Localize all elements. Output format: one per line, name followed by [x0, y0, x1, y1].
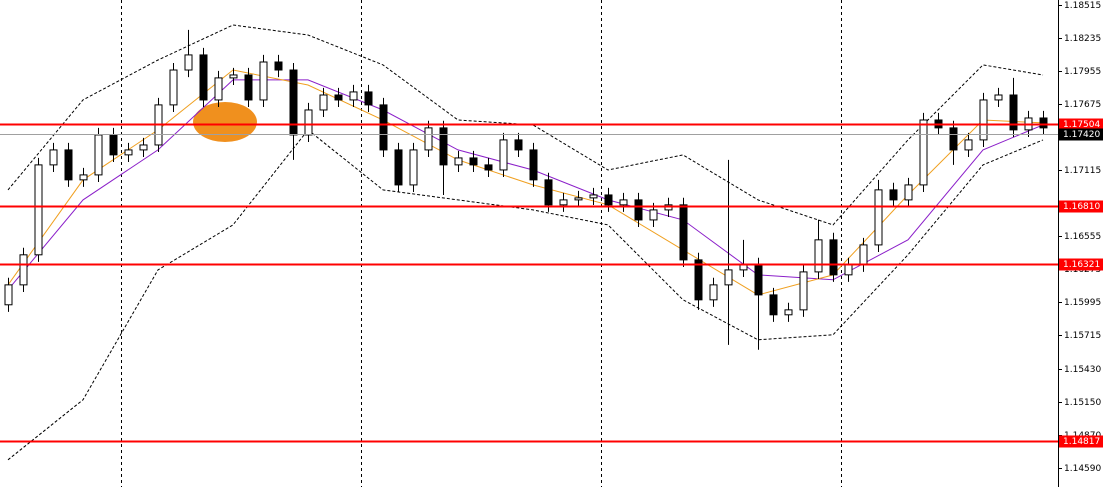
candle-body [19, 254, 28, 286]
indicator-line [7, 129, 1044, 461]
y-tick-label: 1.15995 [1064, 298, 1101, 308]
candle-body [424, 127, 433, 151]
candle-body [529, 149, 538, 181]
candle-body [349, 91, 358, 101]
candle-body [184, 54, 193, 71]
candle-body [769, 294, 778, 316]
candle-body [259, 61, 268, 101]
candle-body [994, 94, 1003, 101]
y-tick-label: 1.16555 [1064, 232, 1101, 242]
candle-body [949, 127, 958, 151]
candle-body [649, 209, 658, 221]
candle-body [4, 284, 13, 306]
candle-body [619, 199, 628, 206]
level-label: 1.17504 [1063, 120, 1100, 130]
candle-body [169, 69, 178, 106]
candle-body [469, 157, 478, 166]
candle-body [874, 189, 883, 246]
candle-body [1039, 117, 1048, 129]
candle-body [94, 134, 103, 176]
candle-body [979, 99, 988, 141]
candle-body [454, 157, 463, 166]
candle-body [109, 134, 118, 156]
candle-body [214, 77, 223, 101]
candle-body [754, 264, 763, 296]
candle-body [724, 269, 733, 286]
current-price-label: 1.17420 [1063, 130, 1100, 140]
candle-body [829, 239, 838, 276]
candle-body [589, 194, 598, 199]
y-tick-label: 1.17955 [1064, 67, 1101, 77]
level-label-box [1059, 258, 1103, 271]
candle-body [1009, 94, 1018, 131]
candle-body [799, 271, 808, 311]
level-label-box [1059, 435, 1103, 448]
candle-body [694, 259, 703, 301]
candle-body [514, 139, 523, 151]
candle-body [784, 309, 793, 316]
candle-body [229, 74, 238, 79]
candle-body [964, 139, 973, 151]
y-tick-label: 1.15430 [1064, 365, 1101, 375]
candle-body [904, 184, 913, 201]
level-label: 1.14817 [1063, 437, 1100, 447]
level-label-box [1059, 118, 1103, 131]
candle-body [844, 264, 853, 276]
candle-body [49, 149, 58, 166]
candle-body [364, 91, 373, 106]
candle-body [79, 174, 88, 181]
candle-body [499, 139, 508, 171]
candle-body [319, 94, 328, 111]
y-tick-label: 1.15715 [1064, 331, 1101, 341]
y-tick-label: 1.15150 [1064, 398, 1101, 408]
candle-body [544, 179, 553, 206]
candle-body [739, 264, 748, 271]
candle-body [679, 204, 688, 261]
candle-body [574, 197, 583, 201]
candle-body [484, 164, 493, 171]
candle-body [439, 127, 448, 166]
candle-body [34, 164, 43, 256]
candle-body [199, 54, 208, 101]
candle-body [814, 239, 823, 273]
candle-body [139, 144, 148, 151]
y-tick-label: 1.14590 [1064, 464, 1101, 474]
highlight-ellipse [193, 102, 257, 142]
candle-body [859, 244, 868, 266]
candle-body [559, 199, 568, 206]
candle-body [604, 194, 613, 206]
candle-body [409, 149, 418, 186]
candle-body [889, 189, 898, 201]
y-tick-label: 1.17115 [1064, 166, 1101, 176]
candle-body [379, 104, 388, 151]
candle-body [124, 149, 133, 156]
candle-body [334, 94, 343, 101]
candle-body [634, 199, 643, 221]
candle-body [244, 74, 253, 101]
level-label: 1.16321 [1063, 260, 1100, 270]
candle-body [274, 61, 283, 71]
candle-body [919, 119, 928, 186]
y-tick-label: 1.17675 [1064, 100, 1101, 110]
candle-body [394, 149, 403, 186]
level-label: 1.16810 [1063, 202, 1100, 212]
indicator-line [7, 24, 1044, 226]
candle-body [304, 109, 313, 136]
candle-body [64, 149, 73, 181]
y-tick-label: 1.18515 [1064, 1, 1101, 11]
y-tick-label: 1.18235 [1064, 34, 1101, 44]
candle-body [709, 284, 718, 301]
level-label-box [1059, 200, 1103, 213]
current-price-box [1059, 128, 1103, 141]
